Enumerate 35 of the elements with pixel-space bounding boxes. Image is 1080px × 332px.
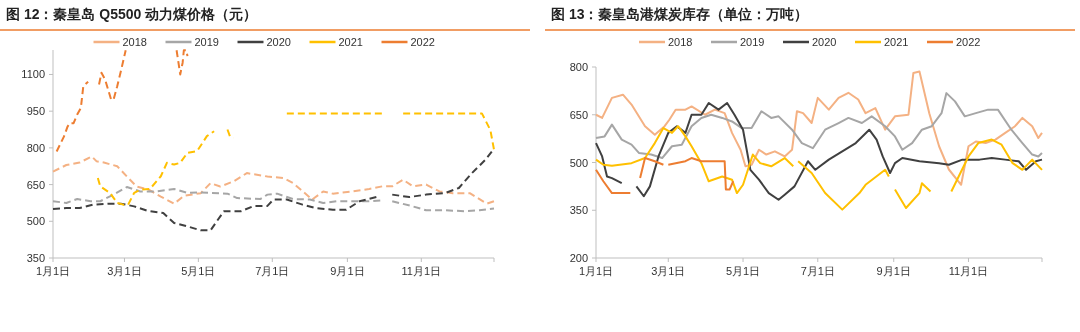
x-tick-label: 9月1日: [876, 265, 911, 277]
y-tick-label: 1100: [21, 68, 45, 81]
legend-label: 2022: [410, 36, 435, 48]
y-tick-label: 350: [26, 252, 45, 264]
legend-label: 2021: [884, 36, 909, 48]
x-tick-label: 1月1日: [35, 265, 71, 277]
x-tick-label: 5月1日: [181, 265, 216, 277]
y-tick-label: 500: [569, 156, 588, 169]
legend-label: 2020: [812, 36, 837, 48]
x-tick-label: 3月1日: [107, 265, 142, 277]
y-tick-label: 500: [26, 215, 45, 228]
x-tick-label: 5月1日: [725, 265, 761, 277]
chart-title: 图 12：秦皇岛 Q5500 动力煤价格（元）: [6, 6, 258, 22]
y-tick-label: 800: [26, 141, 45, 154]
legend-label: 2022: [956, 36, 981, 48]
y-tick-label: 200: [569, 252, 588, 264]
y-tick-label: 350: [569, 204, 588, 217]
legend-label: 2020: [266, 36, 291, 48]
y-tick-label: 650: [569, 108, 588, 121]
legend-label: 2019: [194, 36, 219, 48]
legend-label: 2019: [740, 36, 765, 48]
legend-label: 2021: [338, 36, 363, 48]
x-tick-label: 7月1日: [800, 265, 835, 277]
x-tick-label: 7月1日: [255, 265, 290, 277]
x-tick-label: 11月1日: [948, 265, 989, 277]
y-tick-label: 800: [569, 61, 588, 73]
legend-label: 2018: [668, 36, 693, 48]
x-tick-label: 1月1日: [578, 265, 614, 277]
x-tick-label: 11月1日: [401, 265, 442, 277]
chart-title: 图 13：秦皇岛港煤炭库存（单位：万吨）: [551, 6, 809, 22]
y-tick-label: 650: [26, 178, 45, 191]
legend-label: 2018: [122, 36, 147, 48]
y-tick-label: 950: [26, 105, 45, 118]
x-tick-label: 9月1日: [330, 265, 365, 277]
x-tick-label: 3月1日: [651, 265, 686, 277]
